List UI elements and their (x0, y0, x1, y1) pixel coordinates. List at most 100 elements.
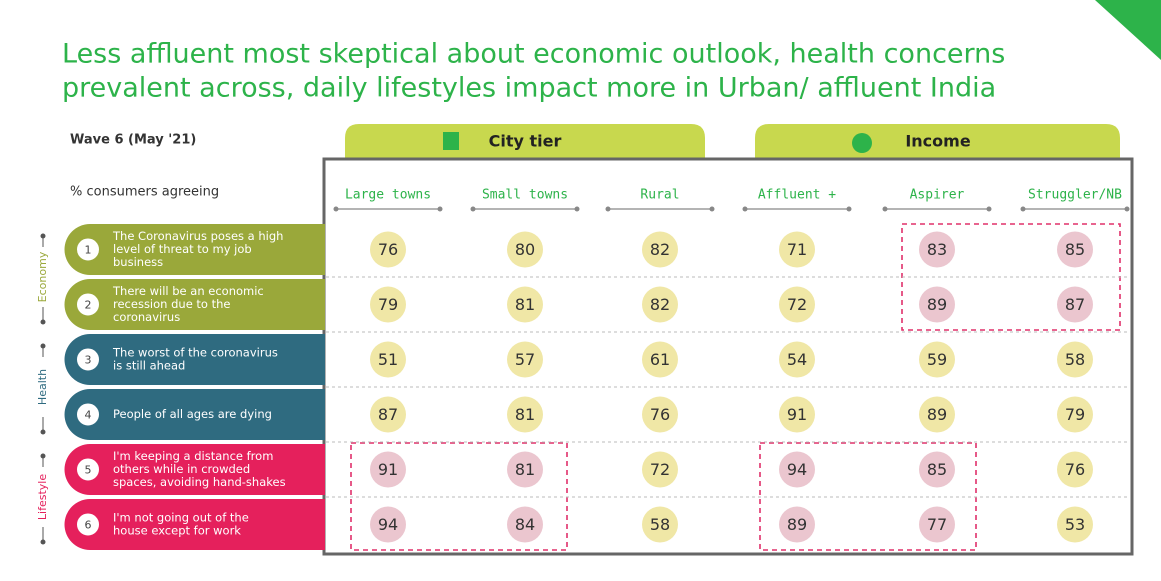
value-bubble (919, 451, 955, 488)
number-ring (75, 346, 101, 373)
statement-pill (64, 444, 325, 495)
value-bubble (642, 396, 678, 433)
rule-dot (1124, 206, 1130, 212)
value: 76 (378, 240, 398, 259)
value-bubble (919, 286, 955, 323)
value: 84 (515, 515, 535, 534)
value-bubble (370, 451, 406, 488)
category-dot (40, 233, 46, 239)
value-bubble (919, 341, 955, 378)
category-label: Lifestyle (36, 474, 49, 520)
value: 89 (927, 405, 947, 424)
corner-decoration (1095, 0, 1161, 60)
category-label-bg (35, 357, 51, 417)
group-tab (755, 124, 1120, 158)
value: 81 (515, 295, 535, 314)
value: 82 (650, 295, 670, 314)
number-ring (75, 456, 101, 483)
value: 58 (650, 515, 670, 534)
value: 57 (515, 350, 535, 369)
statement-line: People of all ages are dying (113, 407, 272, 421)
group-tab (345, 124, 705, 158)
value-bubble (779, 451, 815, 488)
value-bubble (507, 506, 543, 543)
money-icon (852, 133, 872, 153)
value-bubble (779, 286, 815, 323)
statement-pill (64, 334, 325, 385)
value: 94 (787, 460, 807, 479)
number-ring (75, 511, 101, 538)
value: 91 (787, 405, 807, 424)
value-bubble (370, 396, 406, 433)
value-bubble (919, 231, 955, 268)
row-number: 3 (85, 354, 92, 367)
value-bubble (370, 506, 406, 543)
category-dot (40, 319, 46, 325)
value-bubble (1057, 506, 1093, 543)
value: 72 (787, 295, 807, 314)
statement-line: I'm keeping a distance from (113, 449, 273, 463)
column-header: Aspirer (910, 188, 965, 203)
rule-dot (846, 206, 852, 212)
rule-dot (882, 206, 888, 212)
value-bubble (642, 451, 678, 488)
number-ring (75, 236, 101, 263)
statement-line: coronavirus (113, 310, 180, 324)
number-ring (75, 291, 101, 318)
value: 61 (650, 350, 670, 369)
value: 89 (787, 515, 807, 534)
value-bubble (779, 506, 815, 543)
value: 91 (378, 460, 398, 479)
value-bubble (507, 286, 543, 323)
value-bubble (370, 341, 406, 378)
value-bubble (642, 506, 678, 543)
value: 89 (927, 295, 947, 314)
value-bubble (779, 396, 815, 433)
value: 72 (650, 460, 670, 479)
value: 58 (1065, 350, 1085, 369)
row-number: 2 (85, 299, 92, 312)
value-bubble (779, 341, 815, 378)
column-header: Large towns (345, 188, 431, 203)
value-bubble (1057, 396, 1093, 433)
column-header: Rural (640, 188, 679, 203)
highlight-box (350, 442, 568, 551)
statement-pill (64, 224, 325, 275)
statement-line: level of threat to my job (113, 242, 252, 256)
value-bubble (919, 396, 955, 433)
value: 81 (515, 460, 535, 479)
title-line: prevalent across, daily lifestyles impac… (62, 73, 996, 104)
value: 59 (927, 350, 947, 369)
category-dot (40, 453, 46, 459)
highlight-box (759, 442, 977, 551)
value-bubble (1057, 286, 1093, 323)
value: 82 (650, 240, 670, 259)
value-bubble (1057, 341, 1093, 378)
number-ring (75, 401, 101, 428)
statement-line: The Coronavirus poses a high (112, 229, 283, 243)
value: 76 (650, 405, 670, 424)
column-header: Struggler/NB (1028, 188, 1122, 203)
subtitle: % consumers agreeing (70, 185, 219, 200)
rule-dot (437, 206, 443, 212)
value-bubble (919, 506, 955, 543)
value-bubble (642, 286, 678, 323)
value-bubble (370, 286, 406, 323)
category-label: Health (36, 369, 49, 405)
statement-line: others while in crowded (113, 462, 250, 476)
title-line: Less affluent most skeptical about econo… (62, 39, 1005, 70)
category-label-bg (35, 247, 51, 307)
statement-line: The worst of the coronavirus (112, 346, 278, 360)
city-icon (443, 132, 459, 150)
value-bubble (507, 231, 543, 268)
group-label: Income (905, 132, 970, 151)
value: 76 (1065, 460, 1085, 479)
value: 85 (927, 460, 947, 479)
row-number: 5 (85, 464, 92, 477)
statement-pill (64, 389, 325, 440)
value-bubble (507, 396, 543, 433)
value: 53 (1065, 515, 1085, 534)
value: 51 (378, 350, 398, 369)
value: 81 (515, 405, 535, 424)
category-dot (40, 429, 46, 435)
